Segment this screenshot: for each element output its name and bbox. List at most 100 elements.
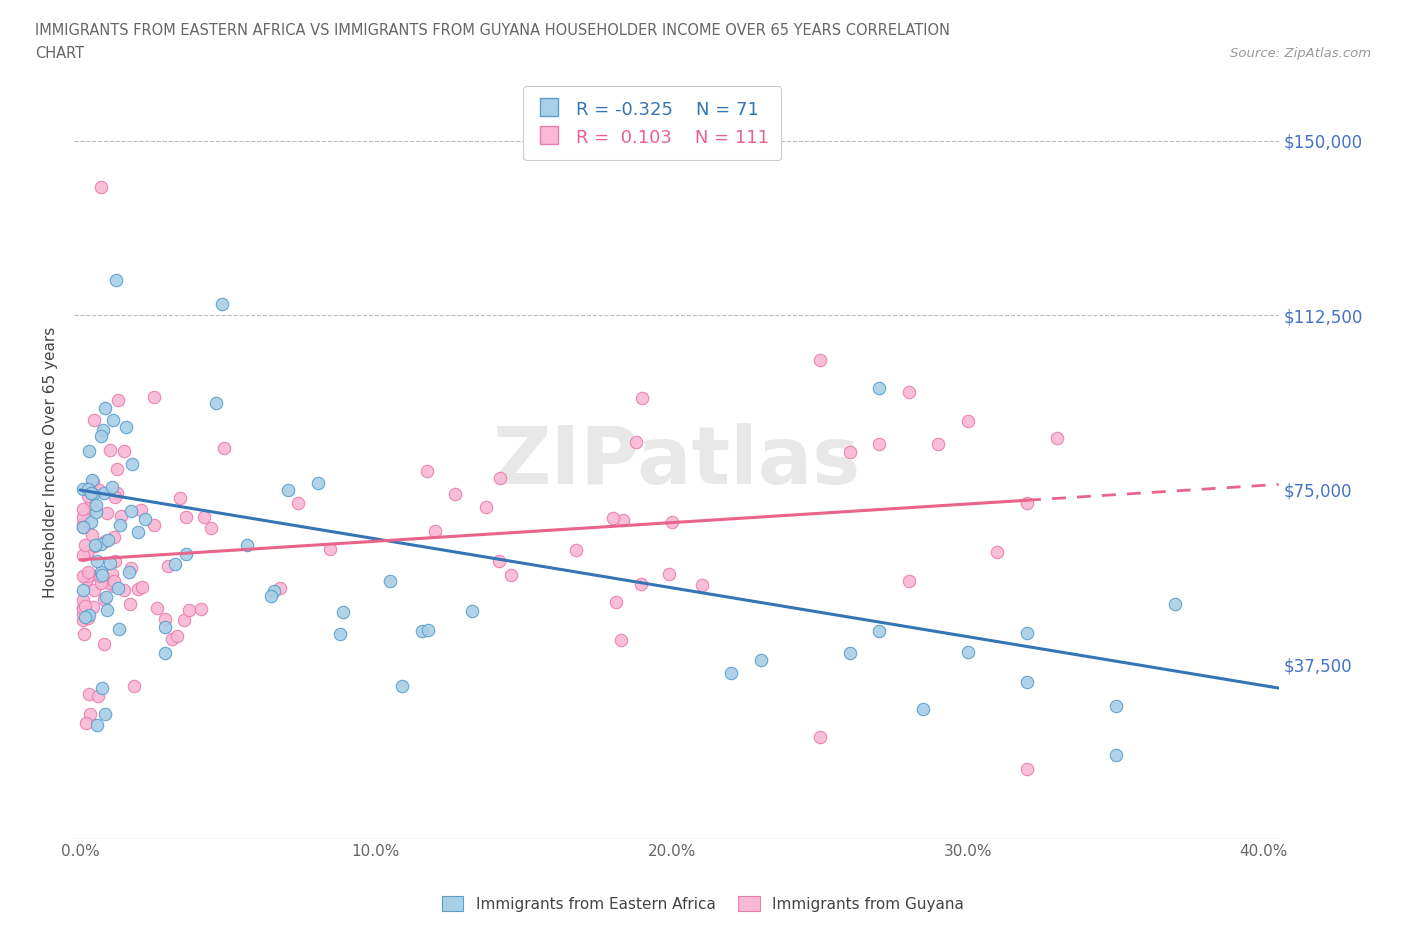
Point xyxy=(1015,762,1038,777)
Point xyxy=(110,517,132,532)
Point xyxy=(166,629,188,644)
Point xyxy=(87,568,110,583)
Point xyxy=(631,391,654,405)
Point xyxy=(104,553,127,568)
Point xyxy=(165,557,187,572)
Point xyxy=(155,612,177,627)
Point xyxy=(97,532,120,547)
Point xyxy=(101,412,124,427)
Point xyxy=(122,679,145,694)
Point xyxy=(177,603,200,618)
Point xyxy=(80,485,103,500)
Text: ZIPatlas: ZIPatlas xyxy=(492,423,860,501)
Point xyxy=(612,512,634,527)
Point xyxy=(423,524,446,538)
Point xyxy=(84,539,107,554)
Point xyxy=(661,514,683,529)
Point xyxy=(489,471,512,485)
Point xyxy=(838,645,860,660)
Point xyxy=(1046,431,1069,445)
Point xyxy=(749,652,772,667)
Point xyxy=(118,565,141,579)
Point xyxy=(658,566,681,581)
Point xyxy=(90,536,112,551)
Point xyxy=(84,504,107,519)
Point xyxy=(1105,748,1128,763)
Point xyxy=(73,627,96,642)
Point xyxy=(93,485,115,500)
Point xyxy=(176,510,198,525)
Point xyxy=(90,575,112,590)
Point xyxy=(82,600,104,615)
Y-axis label: Householder Income Over 65 years: Householder Income Over 65 years xyxy=(44,326,58,598)
Point xyxy=(415,463,437,478)
Point xyxy=(72,582,94,597)
Point xyxy=(91,422,114,437)
Point xyxy=(72,606,94,621)
Point xyxy=(96,589,118,604)
Point xyxy=(72,601,94,616)
Point xyxy=(104,272,127,287)
Point xyxy=(93,707,115,722)
Point xyxy=(193,510,215,525)
Point xyxy=(134,512,156,526)
Point xyxy=(173,613,195,628)
Point xyxy=(204,396,226,411)
Point xyxy=(624,435,647,450)
Point xyxy=(143,517,166,532)
Point xyxy=(1015,496,1038,511)
Point xyxy=(160,631,183,646)
Point xyxy=(129,502,152,517)
Point xyxy=(83,413,105,428)
Point xyxy=(98,555,121,570)
Point xyxy=(79,501,101,516)
Point xyxy=(73,599,96,614)
Legend: Immigrants from Eastern Africa, Immigrants from Guyana: Immigrants from Eastern Africa, Immigran… xyxy=(436,890,970,918)
Point xyxy=(142,390,165,405)
Point xyxy=(80,496,103,511)
Point xyxy=(89,483,111,498)
Point xyxy=(72,612,94,627)
Point xyxy=(89,565,111,579)
Point xyxy=(169,490,191,505)
Point xyxy=(418,622,440,637)
Point xyxy=(72,520,94,535)
Point xyxy=(96,506,118,521)
Point xyxy=(443,486,465,501)
Point xyxy=(200,520,222,535)
Point xyxy=(475,499,498,514)
Point xyxy=(86,717,108,732)
Point xyxy=(127,581,149,596)
Point xyxy=(868,623,890,638)
Text: Source: ZipAtlas.com: Source: ZipAtlas.com xyxy=(1230,46,1371,60)
Point xyxy=(131,580,153,595)
Point xyxy=(897,574,920,589)
Point xyxy=(72,482,94,497)
Point xyxy=(77,489,100,504)
Point xyxy=(82,474,104,489)
Point xyxy=(98,576,121,591)
Point xyxy=(90,429,112,444)
Point xyxy=(110,509,132,524)
Point xyxy=(411,623,433,638)
Point xyxy=(897,385,920,400)
Point xyxy=(488,553,510,568)
Point xyxy=(89,568,111,583)
Point xyxy=(263,584,285,599)
Point xyxy=(461,604,484,618)
Point xyxy=(118,597,141,612)
Point xyxy=(80,472,103,487)
Point xyxy=(153,619,176,634)
Point xyxy=(630,577,652,591)
Point xyxy=(101,480,124,495)
Point xyxy=(77,686,100,701)
Point xyxy=(121,457,143,472)
Point xyxy=(956,414,979,429)
Point xyxy=(176,547,198,562)
Point xyxy=(332,605,354,620)
Point xyxy=(108,621,131,636)
Point xyxy=(72,516,94,531)
Point xyxy=(91,681,114,696)
Point xyxy=(96,602,118,617)
Point xyxy=(211,297,233,312)
